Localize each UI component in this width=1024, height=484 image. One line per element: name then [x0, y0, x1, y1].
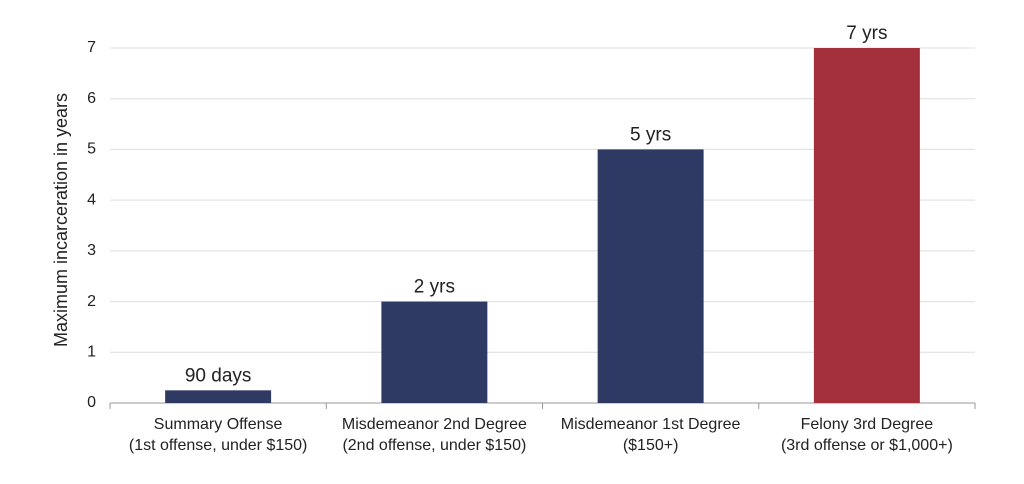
bar: [597, 149, 704, 403]
x-tick-label: (1st offense, under $150): [129, 437, 308, 454]
value-label: 7 yrs: [846, 23, 887, 44]
y-tick-label: 1: [87, 344, 96, 361]
bar: [381, 301, 488, 403]
y-tick-label: 7: [87, 39, 96, 56]
y-tick-label: 6: [87, 90, 96, 107]
value-label: 90 days: [185, 365, 252, 386]
x-tick-label: (3rd offense or $1,000+): [781, 437, 953, 454]
x-tick-label: Summary Offense: [154, 416, 283, 433]
y-axis-label: Maximum incarceration in years: [51, 93, 71, 347]
y-tick-label: 4: [87, 191, 96, 208]
y-tick-label: 3: [87, 242, 96, 259]
y-tick-label: 2: [87, 293, 96, 310]
y-tick-label: 0: [87, 394, 96, 411]
x-tick-label: (2nd offense, under $150): [342, 437, 526, 454]
bar: [813, 48, 920, 403]
x-tick-label: Felony 3rd Degree: [801, 416, 934, 433]
x-tick-label: ($150+): [623, 437, 679, 454]
bar: [165, 390, 272, 403]
y-tick-label: 5: [87, 141, 96, 158]
value-label: 2 yrs: [414, 277, 455, 298]
value-label: 5 yrs: [630, 124, 671, 145]
x-tick-label: Misdemeanor 1st Degree: [561, 416, 741, 433]
x-tick-label: Misdemeanor 2nd Degree: [342, 416, 527, 433]
